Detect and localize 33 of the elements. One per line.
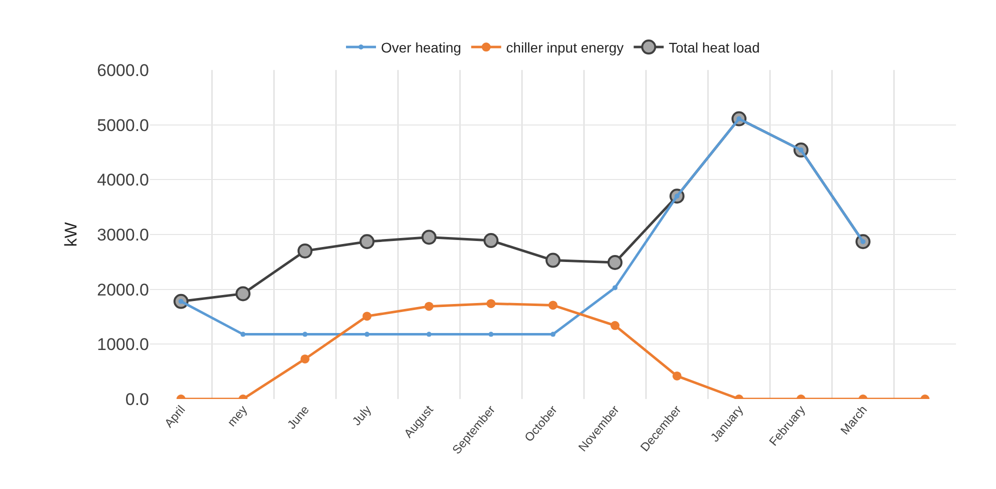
- point: [298, 243, 312, 258]
- legend-label: chiller input energy: [506, 39, 624, 56]
- point: [610, 321, 620, 330]
- legend-label: Total heat load: [668, 39, 760, 56]
- point: [550, 332, 556, 337]
- y-axis-title: kW: [62, 222, 81, 247]
- point: [546, 252, 560, 268]
- point: [240, 332, 246, 337]
- y-tick-label: 0.0: [125, 390, 149, 409]
- x-tick-label: July: [349, 402, 374, 428]
- point: [424, 302, 434, 311]
- point: [236, 286, 250, 302]
- y-tick-label: 5000.0: [97, 116, 149, 135]
- point: [302, 332, 308, 337]
- point: [612, 285, 618, 290]
- point: [422, 230, 436, 245]
- point: [364, 332, 370, 337]
- y-tick-label: 2000.0: [97, 280, 149, 300]
- point: [426, 332, 432, 337]
- legend-label: Over heating: [381, 39, 462, 56]
- y-tick-label: 1000.0: [97, 335, 149, 354]
- point: [484, 233, 498, 248]
- point: [608, 254, 622, 270]
- point: [488, 332, 494, 337]
- point: [362, 312, 372, 321]
- y-tick-label: 4000.0: [97, 170, 149, 190]
- y-tick-label: 3000.0: [97, 225, 149, 244]
- point: [360, 234, 374, 250]
- point: [548, 300, 558, 310]
- y-tick-label: 6000.0: [97, 60, 149, 80]
- point: [486, 299, 496, 308]
- point: [672, 371, 682, 380]
- point: [300, 354, 310, 364]
